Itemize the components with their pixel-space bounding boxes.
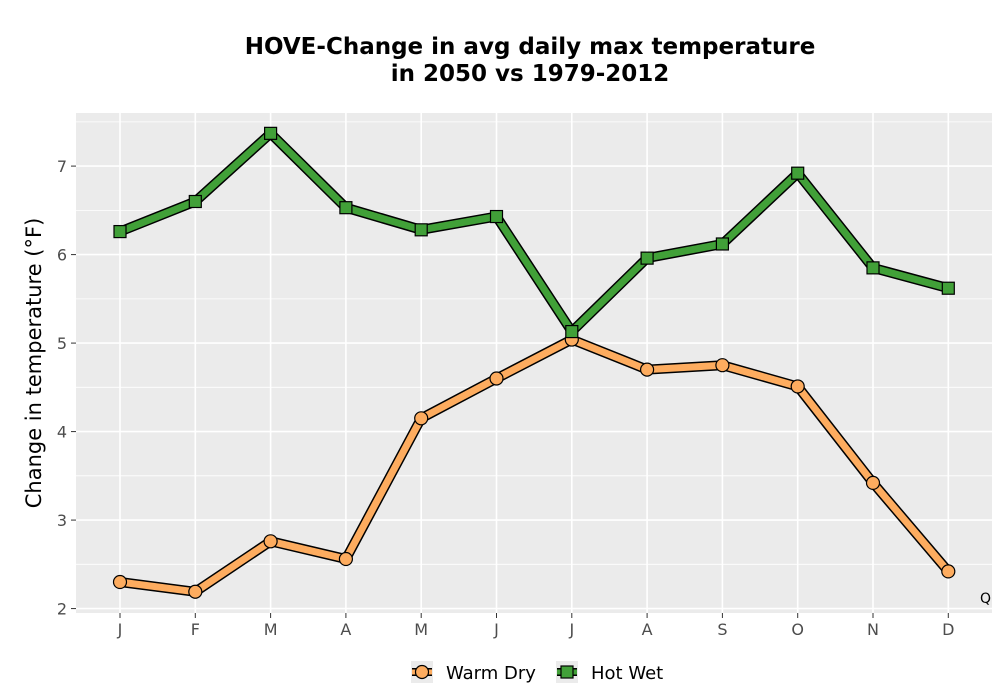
- x-tick-label: A: [642, 620, 653, 639]
- x-tick-label: M: [264, 620, 278, 639]
- data-point-hot-wet: [640, 251, 654, 265]
- data-point-warm-dry: [263, 534, 278, 549]
- y-axis-label: Change in temperature (°F): [22, 218, 46, 509]
- data-point-hot-wet: [791, 166, 805, 180]
- data-point-warm-dry: [414, 411, 429, 426]
- legend-key-marker-hot-wet: [560, 665, 574, 679]
- y-tick-label: 4: [57, 423, 67, 442]
- y-axis: 2 3 4 5 6 7: [57, 157, 76, 619]
- chart-title-line-1: HOVE-Change in avg daily max temperature: [245, 34, 816, 60]
- y-tick-label: 2: [57, 600, 67, 619]
- y-tick-label: 3: [57, 511, 67, 530]
- data-point-hot-wet: [113, 224, 127, 239]
- data-point-warm-dry: [865, 475, 881, 491]
- legend-label-warm-dry: Warm Dry: [446, 663, 536, 684]
- legend-label-hot-wet: Hot Wet: [591, 663, 663, 684]
- x-tick-label: M: [414, 620, 428, 639]
- data-point-hot-wet: [489, 209, 504, 224]
- data-point-hot-wet: [565, 324, 579, 339]
- data-point-warm-dry: [489, 371, 504, 386]
- data-point-warm-dry: [188, 584, 203, 599]
- x-tick-label: J: [117, 620, 123, 639]
- x-tick-label: J: [568, 620, 574, 639]
- data-point-hot-wet: [941, 281, 955, 295]
- series-line-hot-wet: [116, 129, 952, 336]
- y-tick-label: 7: [57, 157, 67, 176]
- data-point-warm-dry: [112, 574, 128, 590]
- data-point-hot-wet: [866, 261, 880, 275]
- x-tick-label: A: [340, 620, 351, 639]
- grid-major-lines: [76, 113, 992, 613]
- chart-title-line-2: in 2050 vs 1979-2012: [391, 61, 670, 87]
- x-tick-label: S: [717, 620, 727, 639]
- data-point-warm-dry: [639, 362, 655, 377]
- data-point-hot-wet: [715, 237, 730, 251]
- x-tick-label: D: [942, 620, 954, 639]
- y-tick-label: 5: [57, 334, 67, 353]
- data-point-hot-wet: [414, 223, 428, 237]
- data-point-hot-wet: [188, 194, 202, 209]
- x-tick-label: N: [867, 620, 879, 639]
- series-line-warm-dry: [116, 336, 952, 596]
- data-point-warm-dry: [715, 358, 730, 373]
- data-point-warm-dry: [338, 551, 353, 567]
- y-tick-label: 6: [57, 246, 67, 265]
- data-point-hot-wet: [339, 201, 353, 215]
- legend: Warm Dry Hot Wet: [411, 661, 663, 684]
- data-point-warm-dry: [790, 379, 805, 394]
- series-layer: [112, 126, 956, 599]
- x-tick-label: F: [191, 620, 200, 639]
- x-tick-label: J: [493, 620, 499, 639]
- x-tick-label: O: [791, 620, 804, 639]
- data-point-warm-dry: [941, 564, 956, 579]
- data-point-hot-wet: [264, 126, 278, 140]
- legend-key-marker-warm-dry: [414, 664, 430, 680]
- corner-mark: Q: [980, 591, 991, 607]
